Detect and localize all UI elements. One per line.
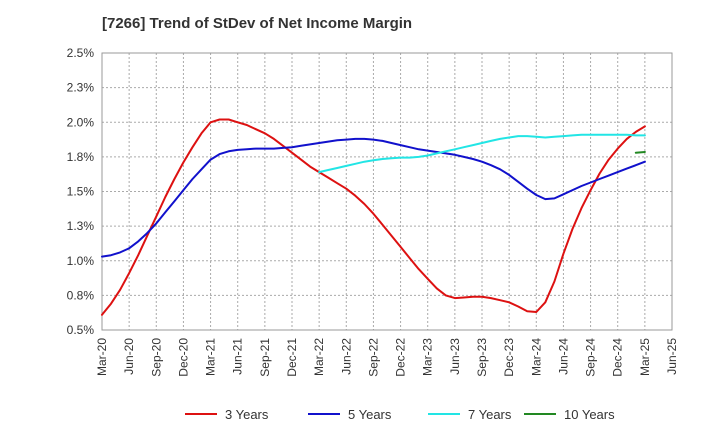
x-tick-label: Jun-22 — [339, 338, 353, 375]
x-tick-label: Sep-23 — [475, 338, 489, 377]
x-tick-label: Mar-22 — [312, 338, 326, 376]
x-tick-label: Jun-23 — [448, 338, 462, 375]
x-axis: Mar-20 Jun-20 Sep-20 Dec-20 Mar-21 Jun-21 Sep-… — [95, 338, 679, 377]
x-tick-label: Dec-20 — [176, 338, 190, 377]
legend: 3 Years 5 Years 7 Years 10 Years — [185, 407, 615, 422]
x-tick-label: Mar-20 — [95, 338, 109, 376]
legend-label-5-years: 5 Years — [348, 407, 392, 422]
x-tick-label: Jun-20 — [122, 338, 136, 375]
legend-label-7-years: 7 Years — [468, 407, 512, 422]
x-tick-label: Mar-21 — [204, 338, 218, 376]
grid — [102, 53, 672, 330]
x-tick-label: Sep-21 — [258, 338, 272, 377]
plot-frame — [101, 52, 673, 331]
x-tick-label: Mar-24 — [529, 338, 543, 376]
y-tick-label: 1.8% — [67, 150, 95, 164]
x-tick-label: Dec-22 — [394, 338, 408, 377]
y-tick-label: 1.3% — [67, 219, 95, 233]
y-tick-label: 1.0% — [67, 254, 95, 268]
x-tick-label: Mar-25 — [638, 338, 652, 376]
y-tick-label: 2.5% — [67, 46, 95, 60]
x-tick-label: Dec-24 — [611, 338, 625, 377]
y-tick-label: 1.5% — [67, 185, 95, 199]
x-tick-label: Dec-23 — [502, 338, 516, 377]
legend-label-10-years: 10 Years — [564, 407, 615, 422]
x-tick-label: Mar-23 — [421, 338, 435, 376]
x-tick-label: Jun-24 — [556, 338, 570, 375]
y-axis: 0.5% 0.8% 1.0% 1.3% 1.5% 1.8% 2.0% 2.3% 2.5% — [67, 46, 95, 337]
chart-title: [7266] Trend of StDev of Net Income Marg… — [102, 15, 413, 32]
series-line-5-years — [101, 137, 646, 258]
x-tick-label: Jun-21 — [231, 338, 245, 375]
series-line-10-years — [634, 151, 646, 154]
legend-label-3-years: 3 Years — [225, 407, 269, 422]
series-line-3-years — [101, 118, 646, 316]
x-tick-label: Jun-25 — [665, 338, 679, 375]
y-tick-label: 0.8% — [67, 288, 95, 302]
x-tick-label: Sep-22 — [366, 338, 380, 377]
y-tick-label: 2.0% — [67, 115, 95, 129]
x-tick-label: Sep-20 — [149, 338, 163, 377]
x-tick-label: Dec-21 — [285, 338, 299, 377]
y-tick-label: 0.5% — [67, 323, 95, 337]
x-tick-label: Sep-24 — [584, 338, 598, 377]
series-lines — [101, 118, 646, 316]
series-line-7-years — [318, 133, 646, 174]
y-tick-label: 2.3% — [67, 81, 95, 95]
